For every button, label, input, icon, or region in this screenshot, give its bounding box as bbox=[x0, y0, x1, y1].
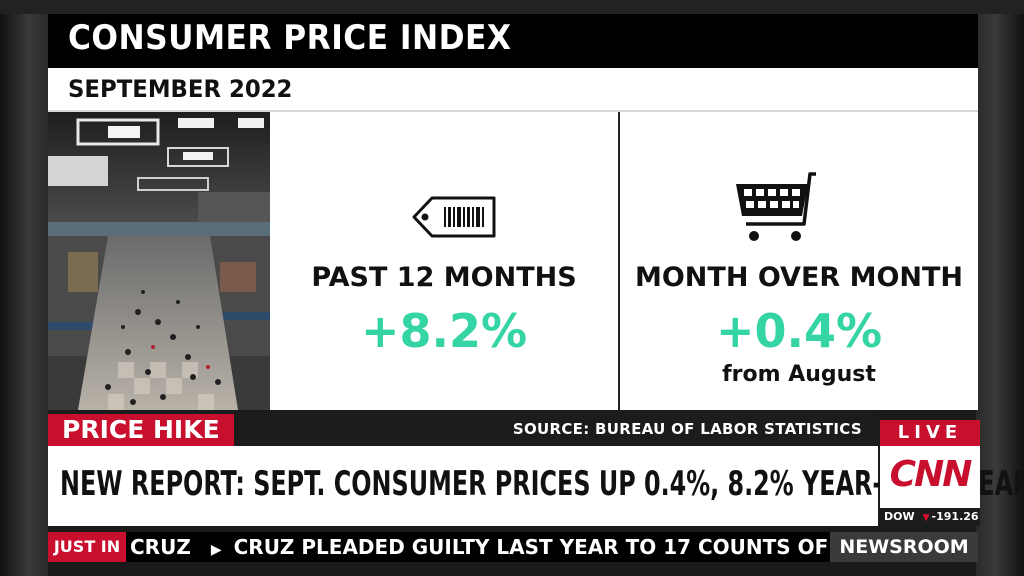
dow-ticker: DOW ▼ -191.26 bbox=[880, 508, 980, 526]
graphic-subtitle: SEPTEMBER 2022 bbox=[68, 75, 293, 103]
panel-value: +8.2% bbox=[360, 304, 528, 358]
headline: NEW REPORT: SEPT. CONSUMER PRICES UP 0.4… bbox=[60, 464, 1024, 504]
mall-photo bbox=[48, 112, 270, 410]
news-ticker bbox=[48, 532, 978, 562]
down-arrow-icon: ▼ bbox=[922, 513, 930, 523]
cnn-logo-box: CNN bbox=[880, 446, 980, 508]
background-right bbox=[976, 0, 1024, 576]
play-icon: ▶ bbox=[210, 542, 222, 558]
graphic-title-bar: CONSUMER PRICE INDEX bbox=[48, 14, 978, 68]
price-tag-icon bbox=[412, 196, 496, 238]
dow-label: DOW bbox=[884, 510, 915, 523]
panel-note: from August bbox=[722, 362, 876, 387]
panel-past-12-months: PAST 12 MONTHS +8.2% bbox=[270, 112, 618, 410]
panel-month-over-month: MONTH OVER MONTH +0.4% from August bbox=[620, 112, 978, 410]
mall-interior-image bbox=[48, 112, 270, 410]
panel-label: PAST 12 MONTHS bbox=[311, 262, 577, 293]
ticker-headline: CRUZ PLEADED GUILTY LAST YEAR TO 17 COUN… bbox=[233, 535, 830, 559]
source-label: SOURCE: BUREAU OF LABOR STATISTICS bbox=[512, 420, 862, 438]
ticker-text: CRUZ ▶ CRUZ PLEADED GUILTY LAST YEAR TO 17… bbox=[130, 532, 830, 562]
just-in-badge: JUST IN bbox=[48, 532, 126, 562]
ticker-prefix: CRUZ bbox=[130, 535, 191, 559]
graphic-subtitle-bar: SEPTEMBER 2022 bbox=[48, 68, 978, 112]
graphic-title: CONSUMER PRICE INDEX bbox=[68, 18, 512, 58]
headline-box: NEW REPORT: SEPT. CONSUMER PRICES UP 0.4… bbox=[48, 446, 1024, 526]
shopping-cart-icon bbox=[736, 172, 816, 241]
background-top bbox=[0, 0, 1024, 14]
cnn-logo: CNN bbox=[889, 454, 973, 495]
story-tag: PRICE HIKE bbox=[48, 414, 234, 446]
background-left bbox=[0, 0, 48, 576]
panel-value: +0.4% bbox=[715, 304, 883, 358]
panel-label: MONTH OVER MONTH bbox=[634, 262, 964, 293]
live-badge: LIVE bbox=[880, 420, 980, 446]
panel-divider bbox=[618, 112, 620, 410]
dow-value: -191.26 bbox=[931, 510, 979, 523]
show-name: NEWSROOM bbox=[830, 532, 978, 562]
